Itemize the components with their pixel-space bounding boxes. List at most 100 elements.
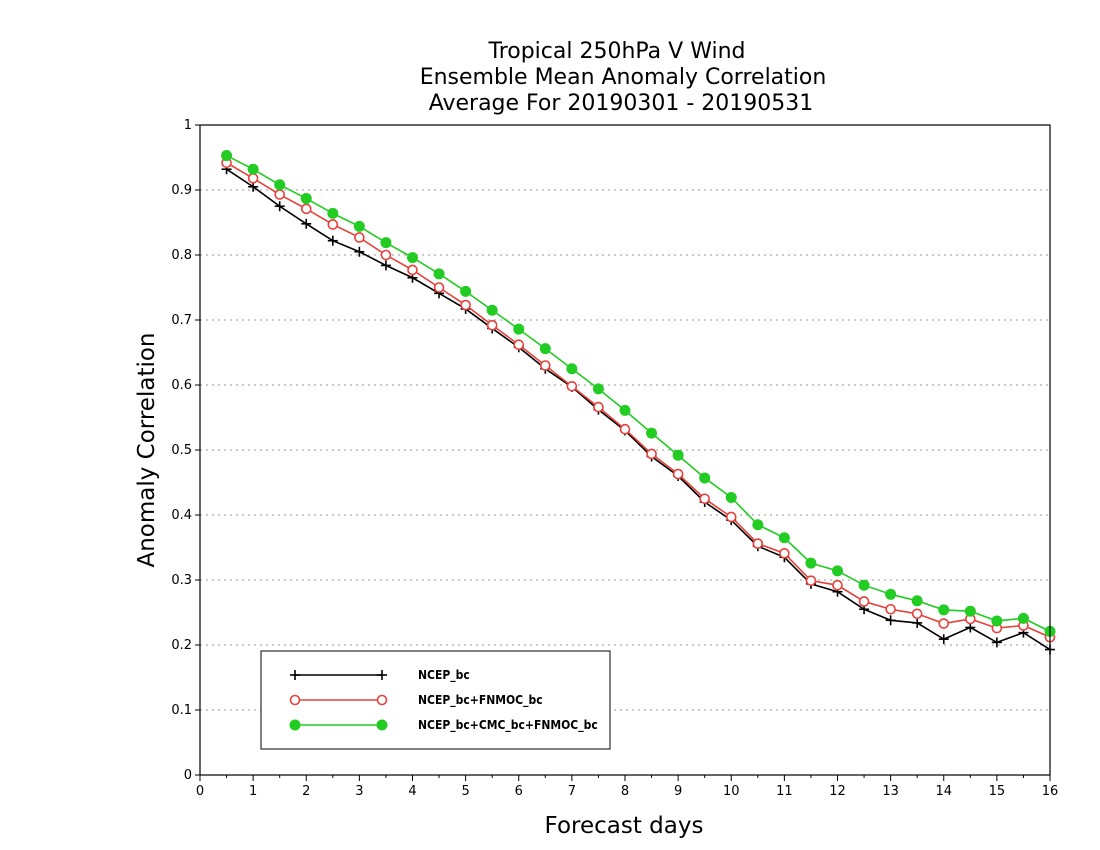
point-ncep-bc-cmc-bc-fnmoc-bc-marker: [805, 557, 817, 569]
point-ncep-bc-fnmoc-bc-marker: [805, 575, 817, 586]
x-tick-label: 9: [674, 784, 682, 799]
series-ncep-bc: [221, 164, 1055, 655]
legend-entry-ncep-bc-cmc-bc-fnmoc-bc: NCEP_bc+CMC_bc+FNMOC_bc: [289, 718, 598, 733]
legend-ncep-bc-fnmoc-bc-marker: [289, 694, 301, 706]
point-ncep-bc-cmc-bc-fnmoc-bc-marker: [911, 595, 923, 607]
point-ncep-bc-cmc-bc-fnmoc-bc-marker: [486, 304, 498, 316]
y-tick-label: 0.5: [171, 443, 192, 458]
series-line-ncep-bc-fnmoc-bc: [226, 162, 1051, 638]
y-tick-label: 0.2: [171, 638, 192, 653]
x-tick-label: 7: [568, 784, 576, 799]
point-ncep-bc-cmc-bc-fnmoc-bc-marker: [619, 404, 631, 416]
y-tick-label: 0.4: [171, 508, 192, 523]
point-ncep-bc-cmc-bc-fnmoc-bc-marker: [778, 532, 790, 544]
point-ncep-bc-fnmoc-bc-marker: [460, 299, 471, 311]
series-ncep-bc-cmc-bc-fnmoc-bc: [221, 150, 1056, 637]
point-ncep-bc-fnmoc-bc-marker: [779, 548, 790, 559]
point-ncep-bc-fnmoc-bc-marker: [566, 380, 578, 392]
point-ncep-bc-cmc-bc-fnmoc-bc-marker: [592, 383, 604, 395]
point-ncep-bc-cmc-bc-fnmoc-bc-marker: [858, 579, 870, 591]
point-ncep-bc-fnmoc-bc-marker: [327, 219, 339, 230]
point-ncep-bc-marker: [274, 201, 285, 212]
point-ncep-bc-cmc-bc-fnmoc-bc-marker: [353, 220, 365, 232]
y-tick-label: 0.1: [171, 703, 192, 718]
series-ncep-bc-fnmoc-bc: [221, 157, 1056, 643]
x-tick-label: 11: [776, 784, 793, 799]
legend-entry-ncep-bc-fnmoc-bc: NCEP_bc+FNMOC_bc: [289, 693, 543, 708]
point-ncep-bc-marker: [991, 637, 1002, 648]
point-ncep-bc-cmc-bc-fnmoc-bc-marker: [407, 252, 418, 264]
point-ncep-bc-fnmoc-bc-marker: [247, 173, 259, 184]
x-tick-label: 8: [621, 784, 629, 799]
point-ncep-bc-cmc-bc-fnmoc-bc-marker: [672, 449, 684, 461]
y-tick-label: 1: [184, 118, 192, 133]
point-ncep-bc-cmc-bc-fnmoc-bc-marker: [274, 179, 286, 191]
point-ncep-bc-fnmoc-bc-marker: [593, 401, 604, 413]
y-axis-label: Anomaly Correlation: [134, 332, 160, 567]
x-tick-label: 10: [723, 784, 740, 799]
y-tick-label: 0.8: [171, 248, 192, 263]
point-ncep-bc-fnmoc-bc-marker: [540, 360, 551, 371]
point-ncep-bc-cmc-bc-fnmoc-bc-marker: [566, 363, 578, 375]
point-ncep-bc-marker: [380, 260, 391, 271]
x-tick-label: 6: [515, 784, 523, 799]
x-tick-label: 14: [935, 784, 952, 799]
x-tick-label: 15: [989, 784, 1006, 799]
legend-ncep-bc-fnmoc-bc-marker: [376, 694, 388, 706]
x-tick-label: 0: [196, 784, 204, 799]
point-ncep-bc-cmc-bc-fnmoc-bc-marker: [300, 192, 312, 204]
x-tick-label: 2: [302, 784, 310, 799]
point-ncep-bc-cmc-bc-fnmoc-bc-marker: [460, 285, 472, 297]
point-ncep-bc-fnmoc-bc-marker: [486, 319, 498, 331]
x-tick-label: 5: [461, 784, 469, 799]
point-ncep-bc-fnmoc-bc-marker: [672, 468, 684, 480]
legend-entry-ncep-bc: NCEP_bc: [290, 668, 470, 683]
point-ncep-bc-marker: [912, 617, 923, 628]
point-ncep-bc-cmc-bc-fnmoc-bc-marker: [938, 604, 950, 616]
y-tick-label: 0.7: [171, 313, 192, 328]
legend-ncep-bc-cmc-bc-fnmoc-bc-marker: [289, 719, 301, 731]
point-ncep-bc-cmc-bc-fnmoc-bc-marker: [433, 268, 445, 280]
plot-frame: [199, 124, 1051, 776]
point-ncep-bc-cmc-bc-fnmoc-bc-marker: [221, 150, 233, 162]
point-ncep-bc-cmc-bc-fnmoc-bc-marker: [539, 343, 551, 355]
point-ncep-bc-marker: [327, 235, 338, 246]
point-ncep-bc-fnmoc-bc-marker: [300, 203, 312, 215]
point-ncep-bc-fnmoc-bc-marker: [832, 579, 843, 591]
x-axis-label: Forecast days: [545, 813, 704, 839]
y-tick-label: 0: [184, 768, 192, 783]
chart-title-line-1: Tropical 250hPa V Wind: [487, 39, 745, 64]
point-ncep-bc-cmc-bc-fnmoc-bc-marker: [752, 519, 764, 531]
legend-label: NCEP_bc+FNMOC_bc: [418, 693, 543, 708]
point-ncep-bc-cmc-bc-fnmoc-bc-marker: [327, 207, 339, 219]
x-tick-label: 1: [249, 784, 257, 799]
x-tick-label: 16: [1042, 784, 1059, 799]
point-ncep-bc-fnmoc-bc-marker: [274, 189, 285, 200]
point-ncep-bc-cmc-bc-fnmoc-bc-marker: [964, 605, 976, 617]
series-line-ncep-bc: [226, 168, 1051, 651]
point-ncep-bc-cmc-bc-fnmoc-bc-marker: [646, 427, 658, 439]
point-ncep-bc-fnmoc-bc-marker: [858, 596, 870, 607]
legend-ncep-bc-marker: [377, 670, 387, 680]
y-tick-label: 0.6: [171, 378, 192, 393]
point-ncep-bc-fnmoc-bc-marker: [646, 448, 657, 460]
point-ncep-bc-fnmoc-bc-marker: [938, 618, 950, 629]
point-ncep-bc-cmc-bc-fnmoc-bc-marker: [247, 163, 259, 175]
legend-label: NCEP_bc: [418, 668, 470, 683]
point-ncep-bc-fnmoc-bc-marker: [513, 339, 525, 351]
x-tick-label: 12: [829, 784, 846, 799]
point-ncep-bc-fnmoc-bc-marker: [699, 493, 710, 505]
point-ncep-bc-cmc-bc-fnmoc-bc-marker: [832, 565, 843, 577]
point-ncep-bc-fnmoc-bc-marker: [354, 232, 365, 243]
x-tick-label: 13: [882, 784, 899, 799]
x-tick-label: 3: [355, 784, 363, 799]
point-ncep-bc-cmc-bc-fnmoc-bc-marker: [885, 588, 897, 600]
point-ncep-bc-fnmoc-bc-marker: [619, 423, 631, 435]
chart-title-line-3: Average For 20190301 - 20190531: [429, 91, 814, 116]
legend-ncep-bc-cmc-bc-fnmoc-bc-marker: [376, 719, 388, 731]
series-group: [221, 150, 1056, 655]
point-ncep-bc-cmc-bc-fnmoc-bc-marker: [380, 237, 392, 249]
chart-title-line-2: Ensemble Mean Anomaly Correlation: [420, 65, 827, 90]
point-ncep-bc-marker: [354, 246, 365, 257]
